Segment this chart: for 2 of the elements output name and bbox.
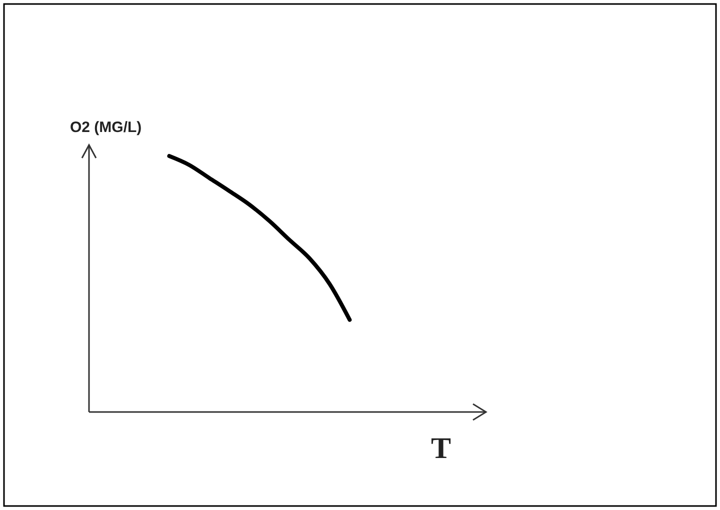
y-axis-title: O2 (MG/L) bbox=[70, 119, 142, 136]
x-axis-title: T bbox=[430, 432, 452, 465]
